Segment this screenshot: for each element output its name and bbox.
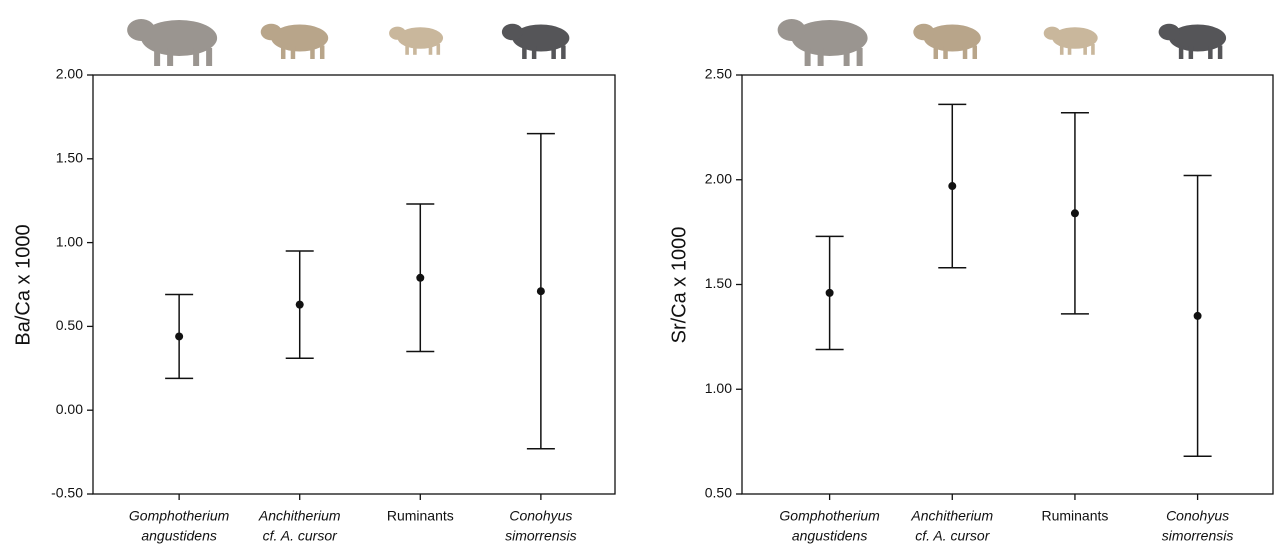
- mean-point: [296, 301, 304, 309]
- animal-leg: [1068, 44, 1072, 55]
- animal-leg: [818, 48, 824, 66]
- x-tick-label: cf. A. cursor: [915, 528, 991, 544]
- animal-illustration: [778, 19, 868, 66]
- animal-leg: [310, 46, 315, 60]
- animal-leg: [522, 46, 527, 60]
- x-tick-label: Conohyus: [1166, 508, 1229, 524]
- animal-leg: [405, 44, 409, 55]
- animal-leg: [934, 46, 939, 60]
- x-tick-label: angustidens: [792, 528, 868, 544]
- mean-point: [1071, 209, 1079, 217]
- animal-head: [502, 24, 523, 41]
- error-bar-group: [816, 236, 844, 349]
- figure: Ba/Ca x 1000 -0.50 0.00 0.50 1.00 1.50 2.00 Gom…: [0, 0, 1282, 551]
- animal-head: [1159, 24, 1180, 41]
- animal-leg: [844, 48, 850, 66]
- animal-leg: [1091, 44, 1095, 55]
- animal-leg: [1189, 46, 1194, 60]
- animal-leg: [429, 44, 433, 55]
- x-tick-label: simorrensis: [1162, 528, 1234, 544]
- error-bar-group: [165, 295, 193, 379]
- animal-illustration: [913, 24, 981, 59]
- animal-leg: [154, 48, 160, 66]
- animal-head: [127, 19, 155, 41]
- mean-point: [948, 182, 956, 190]
- animal-leg: [291, 46, 296, 60]
- animal-illustration: [389, 27, 443, 55]
- y-tick-label: 0.50: [705, 485, 732, 501]
- animal-head: [913, 24, 934, 41]
- animal-leg: [413, 44, 417, 55]
- animal-leg: [1083, 44, 1087, 55]
- x-tick-label: simorrensis: [505, 528, 577, 544]
- mean-point: [416, 274, 424, 282]
- animal-leg: [551, 46, 556, 60]
- animal-leg: [857, 48, 863, 66]
- x-tick-label: Ruminants: [1041, 508, 1108, 524]
- animal-illustration: [1159, 24, 1227, 59]
- error-bar-group: [1061, 113, 1089, 314]
- animal-illustration: [502, 24, 570, 59]
- x-tick-label: angustidens: [141, 528, 217, 544]
- animal-leg: [1208, 46, 1213, 60]
- error-bar-group: [938, 104, 966, 267]
- y-tick-label: 0.00: [56, 401, 83, 417]
- y-tick-label: 1.50: [705, 275, 732, 291]
- y-axis-label: Ba/Ca x 1000: [12, 224, 34, 345]
- animal-head: [778, 19, 806, 41]
- mean-point: [537, 287, 545, 295]
- animal-head: [389, 27, 406, 40]
- plot-frame: [93, 75, 615, 494]
- animal-leg: [167, 48, 173, 66]
- x-tick-label: Anchitherium: [258, 508, 341, 524]
- y-axis-label: Sr/Ca x 1000: [668, 227, 690, 344]
- animal-leg: [963, 46, 968, 60]
- animal-leg: [532, 46, 537, 60]
- y-tick-label: 2.00: [56, 66, 83, 82]
- y-tick-label: 1.00: [56, 233, 83, 249]
- y-tick-label: 1.50: [56, 150, 83, 166]
- error-bar-group: [1184, 176, 1212, 457]
- x-tick-label: Conohyus: [509, 508, 572, 524]
- animal-head: [261, 24, 282, 41]
- animal-leg: [943, 46, 948, 60]
- x-tick-label: Gomphotherium: [129, 508, 230, 524]
- x-tick-label: Gomphotherium: [779, 508, 880, 524]
- animal-leg: [206, 48, 212, 66]
- x-tick-label: Ruminants: [387, 508, 454, 524]
- error-bar-group: [527, 134, 555, 449]
- plot-frame: [742, 75, 1273, 494]
- animal-leg: [561, 46, 566, 60]
- y-tick-label: -0.50: [51, 485, 83, 501]
- y-tick-label: 1.00: [705, 380, 732, 396]
- mean-point: [826, 289, 834, 297]
- animal-illustration: [261, 24, 329, 59]
- x-tick-label: Anchitherium: [910, 508, 993, 524]
- animal-head: [1044, 27, 1061, 40]
- error-bar-group: [406, 204, 434, 351]
- animal-leg: [320, 46, 325, 60]
- animal-illustration: [1044, 27, 1098, 55]
- animal-leg: [973, 46, 978, 60]
- animal-leg: [1218, 46, 1223, 60]
- y-tick-label: 2.00: [705, 170, 732, 186]
- mean-point: [1194, 312, 1202, 320]
- animal-leg: [281, 46, 286, 60]
- y-tick-label: 2.50: [705, 66, 732, 82]
- animal-leg: [1060, 44, 1064, 55]
- x-tick-label: cf. A. cursor: [263, 528, 339, 544]
- animal-leg: [1179, 46, 1184, 60]
- mean-point: [175, 332, 183, 340]
- error-bar-group: [286, 251, 314, 358]
- animal-leg: [805, 48, 811, 66]
- animal-leg: [436, 44, 440, 55]
- animal-illustration: [127, 19, 217, 66]
- y-tick-label: 0.50: [56, 317, 83, 333]
- animal-leg: [193, 48, 199, 66]
